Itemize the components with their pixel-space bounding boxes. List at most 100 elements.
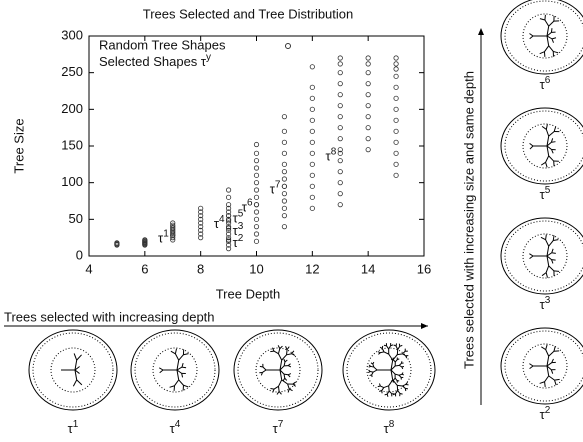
y-tick-label: 100 — [61, 174, 83, 189]
branch — [541, 346, 546, 351]
point — [225, 202, 232, 208]
point — [253, 180, 260, 186]
point — [309, 117, 315, 123]
chart-title: Trees Selected and Tree Distribution — [143, 6, 354, 21]
branch — [262, 366, 267, 371]
point — [253, 150, 260, 156]
outer-dotted — [346, 332, 432, 408]
branch — [551, 38, 554, 43]
branch — [388, 379, 394, 387]
branch — [545, 272, 548, 278]
bottom-caption: Trees selected with increasing depth — [4, 309, 215, 324]
tree-label-base: τ — [170, 421, 176, 436]
point — [365, 61, 371, 67]
branch — [286, 346, 290, 350]
point — [337, 202, 343, 208]
branch — [285, 346, 288, 350]
branch — [76, 379, 83, 386]
point — [337, 169, 343, 175]
branch — [546, 35, 553, 40]
branch — [390, 369, 396, 375]
y-tick-label: 250 — [61, 64, 83, 79]
point — [309, 95, 315, 101]
branch — [176, 366, 183, 371]
tree-label-sup: 3 — [545, 295, 551, 306]
outer-dotted — [32, 332, 114, 408]
selected-label: τ8 — [326, 146, 337, 164]
branch — [552, 235, 555, 241]
point — [225, 216, 232, 222]
selected-label: τ4 — [214, 213, 225, 231]
point — [365, 70, 371, 76]
point — [281, 213, 288, 219]
branch — [386, 345, 390, 350]
tree-label-base: τ — [384, 421, 390, 436]
branch — [73, 353, 78, 361]
point — [365, 147, 371, 153]
branch — [372, 361, 375, 365]
branch — [72, 379, 78, 387]
selected-label: τ6 — [242, 197, 253, 215]
point — [309, 194, 315, 200]
branch — [273, 385, 279, 390]
x-axis-label: Tree Depth — [216, 286, 281, 301]
branch — [388, 353, 394, 361]
branch — [174, 348, 178, 354]
branch — [379, 390, 382, 392]
selected-point — [225, 225, 232, 231]
branch — [283, 374, 286, 379]
branch — [546, 26, 550, 37]
branch — [395, 364, 400, 367]
x-tick-label: 16 — [417, 261, 431, 276]
branch — [402, 350, 406, 355]
selected-label: τ5 — [233, 208, 244, 226]
point — [198, 231, 204, 237]
branch — [551, 252, 556, 254]
branch — [545, 265, 550, 273]
branch — [546, 246, 550, 257]
branch — [390, 360, 394, 371]
outer-dotted — [504, 220, 583, 292]
branch — [401, 373, 405, 376]
branch — [286, 349, 288, 355]
branch — [546, 145, 552, 150]
inner-dotted — [522, 123, 568, 169]
branch — [402, 353, 406, 357]
branch — [380, 351, 385, 354]
branch — [397, 390, 401, 394]
branch — [278, 386, 280, 392]
branch — [402, 384, 407, 387]
branch — [546, 255, 552, 260]
tree-label-base: τ — [540, 77, 546, 92]
branch — [395, 390, 399, 394]
y-tick-label: 200 — [61, 101, 83, 116]
branch — [545, 239, 550, 247]
branch — [529, 142, 534, 147]
point — [337, 81, 343, 87]
point — [225, 224, 232, 230]
branch — [282, 377, 286, 381]
inner-dotted — [522, 343, 568, 389]
tree-label-sup: 1 — [73, 419, 79, 430]
point — [225, 231, 232, 237]
y-tick-label: 300 — [61, 27, 83, 42]
branch — [551, 259, 554, 264]
branch — [378, 383, 381, 387]
point — [253, 172, 260, 178]
branch — [546, 365, 552, 371]
branch — [553, 126, 557, 132]
outer-dotted — [504, 110, 583, 182]
selected-point — [225, 213, 232, 219]
branch — [279, 360, 283, 371]
point — [281, 198, 288, 204]
point — [198, 224, 204, 230]
branch — [169, 385, 175, 388]
tree-label-base: τ — [540, 187, 546, 202]
branch — [287, 365, 292, 368]
branch — [545, 162, 548, 168]
point — [170, 235, 176, 241]
branch — [174, 353, 180, 361]
branch — [271, 347, 275, 352]
point — [309, 172, 315, 178]
branch — [292, 383, 297, 387]
